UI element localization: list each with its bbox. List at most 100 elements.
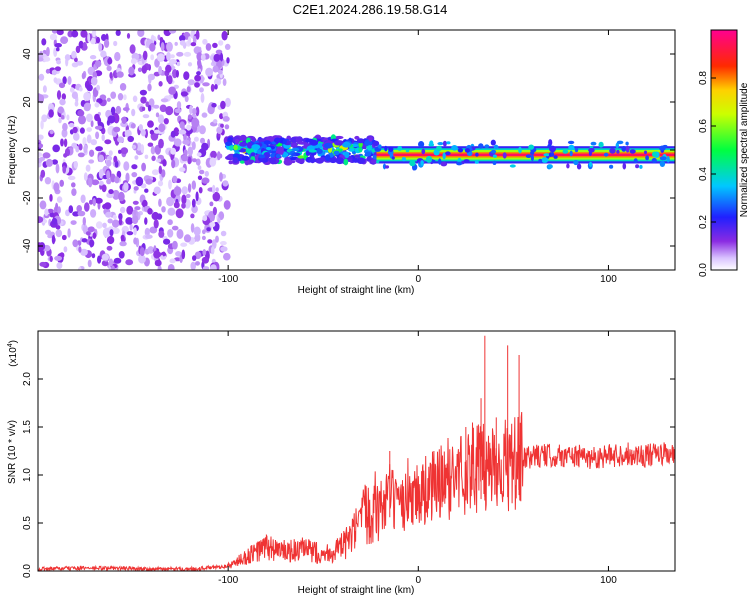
heatmap-cell [62,76,67,85]
heatmap-cell [106,235,115,245]
heatmap-cell [137,67,143,73]
snr-x-ticks: -100 0 100 [218,331,617,586]
heatmap-cell [191,108,197,115]
heatmap-cell [420,160,424,166]
heatmap-cell [106,170,111,180]
heatmap-cell [114,176,120,184]
heatmap-cell [220,230,227,237]
heatmap-cell [509,164,516,168]
heatmap-cell [179,35,186,42]
heatmap-cell [110,106,116,116]
heatmap-cell [317,142,324,148]
heatmap-cell [220,123,224,128]
heatmap-cell [68,205,74,214]
heatmap-cell [187,156,192,165]
heatmap-cell [102,222,107,228]
heatmap-cell [179,121,185,129]
heatmap-cell [42,85,47,93]
heatmap-cell [106,65,112,72]
heatmap-cell [78,143,83,151]
heatmap-cell [123,161,130,171]
heatmap-cell [75,45,81,54]
heatmap-cell [202,38,208,45]
heatmap-cell [104,39,110,48]
heatmap-cell [376,153,675,156]
heatmap-cell [172,68,178,79]
heatmap-cell [49,255,53,262]
heatmap-cell [425,155,433,163]
heatmap-cell [62,165,67,174]
heatmap-cell [118,191,125,202]
y-tick-label: 0.5 [22,516,33,530]
heatmap-cell [397,146,403,151]
heatmap-cell [78,115,86,125]
heatmap-cell [378,144,382,149]
heatmap-cell [140,96,147,104]
colorbar: 0.0 0.2 0.4 0.6 0.8 Normalized spectral ampl… [698,29,750,277]
heatmap-cell [291,147,300,152]
heatmap-cell [73,160,79,169]
heatmap-cell [210,246,215,255]
heatmap-cell [220,246,228,252]
snr-series-line [38,411,675,571]
heatmap-cell [205,67,214,77]
heatmap-cell [622,162,627,170]
heatmap-cell [219,172,223,182]
heatmap-cell [574,147,579,153]
heatmap-cell [474,160,479,164]
heatmap-cell [60,138,64,147]
figure-title: C2E1.2024.286.19.58.G14 [293,2,448,17]
snr-frame [37,330,676,572]
heatmap-cell [76,205,82,213]
heatmap-cell [316,148,323,154]
heatmap-cell [158,123,166,133]
heatmap-cell [216,126,223,134]
heatmap-cell [212,184,216,194]
y-tick-label: -40 [22,238,33,253]
heatmap-cell [484,144,490,149]
heatmap-cell [61,234,67,241]
heatmap-cell [187,36,191,46]
heatmap-cell [222,78,227,86]
heatmap-cell [119,241,127,247]
heatmap-cell [275,153,281,159]
heatmap-cell [181,186,188,195]
heatmap-cell [77,152,85,158]
heatmap-cell [111,219,120,228]
heatmap-cell [226,57,230,64]
heatmap-cell [183,71,190,80]
heatmap-cell [144,217,148,225]
heatmap-cell [84,202,90,212]
heatmap-cell [201,256,209,264]
heatmap-cell [174,257,181,262]
heatmap-cell [158,65,163,75]
heatmap-cell [147,142,154,147]
heatmap-cell [183,51,192,57]
heatmap-cell [56,90,62,100]
heatmap-cell [44,208,49,216]
heatmap-cell [109,72,113,79]
heatmap-cell [335,157,345,165]
heatmap-cell [134,155,139,160]
heatmap-cell [232,157,239,164]
heatmap-cell [120,234,125,241]
heatmap-cell [418,141,425,148]
heatmap-cell [55,202,59,212]
heatmap-cell [492,154,497,158]
heatmap-cell [86,84,93,92]
heatmap-cell [197,165,202,171]
heatmap-cell [442,152,446,160]
heatmap-cell [99,180,104,186]
heatmap-cell [58,82,66,89]
heatmap-cell [191,180,196,190]
heatmap-cell [354,154,361,158]
heatmap-cell [141,106,146,111]
colorbar-tick-label: 0.2 [698,215,709,229]
heatmap-cell [81,72,86,80]
heatmap-cell [83,103,91,112]
heatmap-cell [207,239,213,244]
heatmap-cell [131,164,138,170]
heatmap-cell [131,215,139,225]
heatmap-cell [478,143,484,149]
heatmap-cell [159,104,167,113]
